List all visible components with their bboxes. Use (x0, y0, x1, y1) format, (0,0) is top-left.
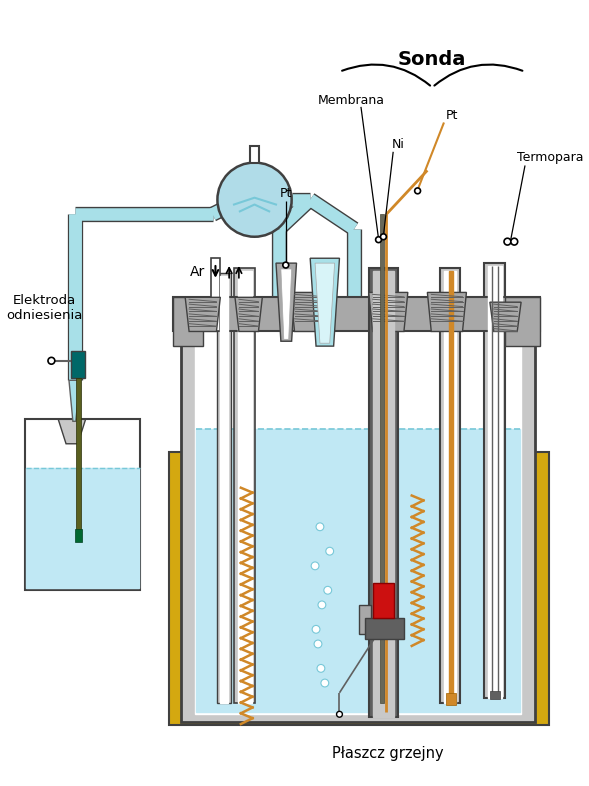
Bar (373, 271, 394, 717)
Circle shape (314, 640, 322, 648)
Polygon shape (58, 420, 85, 444)
Circle shape (318, 601, 326, 609)
Circle shape (48, 358, 55, 364)
Circle shape (217, 163, 292, 237)
Circle shape (326, 547, 333, 555)
Text: Pt: Pt (280, 186, 292, 200)
Bar (490, 691, 499, 699)
Text: Pt: Pt (446, 108, 458, 122)
Circle shape (380, 233, 386, 240)
Circle shape (504, 238, 511, 245)
Polygon shape (315, 263, 335, 343)
Bar (26, 468, 139, 588)
Circle shape (312, 626, 320, 634)
Text: Ni: Ni (392, 138, 405, 151)
Bar (238, 271, 252, 703)
Text: Membrana: Membrana (317, 94, 385, 107)
Bar (174, 297, 540, 332)
Circle shape (324, 586, 332, 594)
Bar (217, 273, 231, 703)
Polygon shape (310, 259, 339, 346)
Bar (379, 215, 385, 703)
Polygon shape (490, 302, 521, 332)
Circle shape (376, 237, 382, 243)
Circle shape (316, 523, 324, 531)
Bar (76, 378, 81, 530)
Bar (446, 692, 456, 704)
Bar (449, 271, 453, 696)
Circle shape (511, 238, 518, 245)
Text: odniesienia: odniesienia (6, 309, 82, 322)
Circle shape (283, 263, 289, 268)
Circle shape (317, 664, 325, 672)
Bar (234, 268, 256, 703)
Text: Sonda: Sonda (398, 50, 466, 69)
Bar (359, 605, 370, 634)
Bar (181, 312, 535, 722)
Bar (168, 452, 550, 725)
Polygon shape (428, 292, 466, 332)
Circle shape (415, 188, 421, 194)
Bar (373, 583, 394, 618)
Bar (25, 420, 140, 590)
Bar (440, 268, 459, 703)
Text: Płaszcz grzejny: Płaszcz grzejny (332, 746, 444, 761)
Bar (365, 618, 404, 639)
Polygon shape (276, 263, 296, 341)
Bar (444, 271, 456, 703)
Text: Ar: Ar (190, 265, 205, 279)
Bar (484, 263, 505, 698)
Bar (71, 351, 85, 378)
Bar (75, 529, 82, 542)
Text: Termopara: Termopara (517, 150, 584, 163)
Polygon shape (281, 269, 292, 340)
Bar (196, 429, 520, 712)
Bar (174, 297, 203, 346)
Polygon shape (185, 297, 220, 332)
Polygon shape (290, 292, 330, 332)
Polygon shape (69, 380, 80, 421)
Bar (211, 259, 220, 332)
Bar (250, 146, 259, 163)
Bar (488, 266, 502, 698)
Text: Elektroda: Elektroda (13, 295, 76, 307)
Bar (220, 276, 228, 703)
Circle shape (336, 711, 342, 717)
Bar (195, 324, 521, 714)
Circle shape (321, 679, 329, 687)
Circle shape (311, 562, 319, 570)
Polygon shape (235, 297, 262, 332)
Bar (505, 297, 540, 346)
Polygon shape (369, 292, 408, 332)
Bar (369, 268, 398, 717)
